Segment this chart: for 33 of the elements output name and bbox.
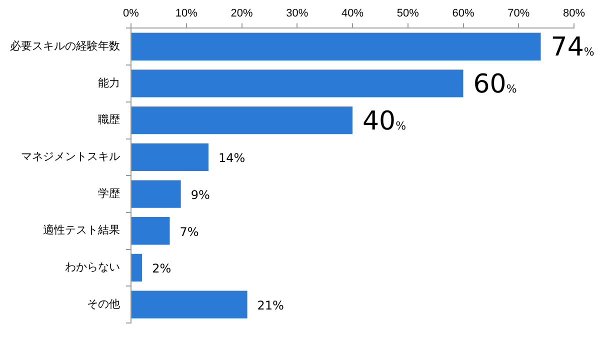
y-tick-label: 必要スキルの経験年数 (10, 39, 120, 52)
x-tick-label: 80% (562, 8, 586, 20)
y-tick-label: 職歴 (98, 113, 120, 126)
x-tick-label: 0% (123, 8, 140, 20)
x-tick-label: 50% (396, 8, 420, 20)
y-tick-label: その他 (87, 297, 120, 310)
data-label: 7% (180, 224, 199, 239)
y-tick-label: わからない (65, 260, 120, 274)
x-tick-label: 60% (452, 8, 474, 20)
bar (132, 70, 464, 98)
bar (132, 32, 541, 60)
bar (132, 106, 352, 134)
x-tick-label: 20% (230, 8, 253, 20)
y-tick-label: 適性テスト結果 (43, 224, 120, 237)
x-tick-label: 10% (175, 8, 198, 20)
data-label: 2% (152, 262, 172, 276)
data-label: 14% (218, 151, 246, 166)
x-tick-label: 70% (508, 8, 530, 20)
data-label: 40% (362, 106, 406, 136)
x-tick-label: 30% (286, 8, 308, 20)
bar (132, 180, 181, 208)
bar (132, 143, 209, 171)
data-label: 74% (550, 32, 594, 63)
bar (132, 254, 142, 282)
data-label: 60% (473, 69, 517, 100)
bar (132, 290, 248, 318)
data-label: 9% (190, 188, 210, 202)
y-tick-label: マネジメントスキル (21, 150, 120, 164)
y-tick-label: 学歴 (98, 186, 120, 200)
data-label: 21% (257, 298, 284, 313)
y-tick-label: 能力 (98, 76, 120, 90)
bar (132, 217, 170, 245)
x-tick-label: 40% (341, 8, 364, 20)
